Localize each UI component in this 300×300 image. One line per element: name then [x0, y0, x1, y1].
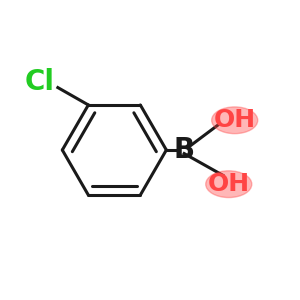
Text: OH: OH — [214, 108, 256, 132]
Text: B: B — [174, 136, 195, 164]
Ellipse shape — [212, 107, 258, 134]
Ellipse shape — [206, 171, 252, 198]
Text: OH: OH — [208, 172, 250, 196]
Text: Cl: Cl — [25, 68, 55, 96]
